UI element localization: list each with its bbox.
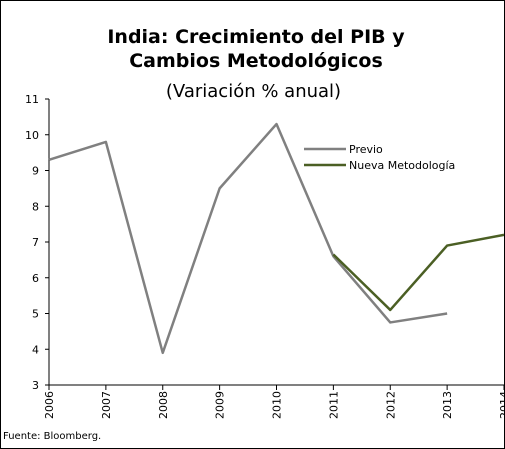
y-tick-label: 8 bbox=[32, 200, 39, 213]
y-tick-label: 7 bbox=[32, 236, 39, 249]
y-tick-label: 9 bbox=[32, 165, 39, 178]
x-tick-label: 2006 bbox=[43, 391, 56, 419]
y-tick-label: 5 bbox=[32, 308, 39, 321]
x-tick-label: 2010 bbox=[271, 391, 284, 419]
legend-label: Previo bbox=[349, 143, 383, 156]
y-tick-label: 4 bbox=[32, 343, 39, 356]
series-line bbox=[48, 122, 448, 355]
y-tick-label: 3 bbox=[32, 379, 39, 392]
chart-title: India: Crecimiento del PIB y Cambios Met… bbox=[107, 26, 405, 72]
y-tick-label: 10 bbox=[25, 129, 39, 142]
x-tick-label: 2013 bbox=[441, 391, 454, 419]
source-note: Fuente: Bloomberg. bbox=[3, 431, 102, 442]
x-tick-label: 2009 bbox=[214, 391, 227, 419]
x-tick-label: 2011 bbox=[327, 391, 340, 419]
x-tick-label: 2007 bbox=[100, 391, 113, 419]
x-tick-label: 2008 bbox=[157, 391, 170, 419]
chart-subtitle: (Variación % anual) bbox=[165, 81, 342, 102]
series-line bbox=[332, 233, 504, 312]
y-tick-label: 6 bbox=[32, 272, 39, 285]
x-tick-label: 2012 bbox=[384, 391, 397, 419]
y-tick-label: 11 bbox=[25, 93, 39, 106]
x-tick-label: 2014 bbox=[498, 391, 504, 419]
legend-label: Nueva Metodología bbox=[349, 159, 455, 172]
